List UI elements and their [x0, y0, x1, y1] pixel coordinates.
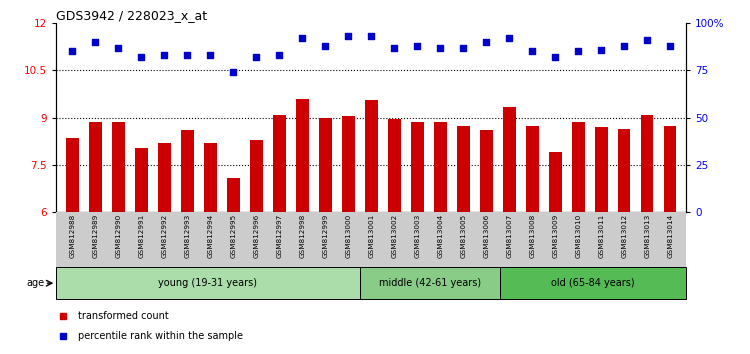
Bar — [181, 130, 194, 212]
Bar — [296, 99, 308, 212]
Bar — [250, 140, 262, 212]
Text: GDS3942 / 228023_x_at: GDS3942 / 228023_x_at — [56, 9, 207, 22]
Point — [342, 33, 354, 39]
Text: GSM813003: GSM813003 — [414, 214, 420, 258]
Bar — [480, 130, 493, 212]
Text: GSM812990: GSM812990 — [116, 214, 122, 258]
Point — [596, 47, 608, 52]
Text: GSM813002: GSM813002 — [392, 214, 398, 258]
Text: GSM812996: GSM812996 — [254, 214, 260, 258]
Bar — [135, 148, 148, 212]
Bar — [319, 118, 332, 212]
Point — [641, 37, 653, 43]
Bar — [595, 127, 608, 212]
Text: GSM812989: GSM812989 — [92, 214, 98, 258]
Bar — [572, 122, 584, 212]
Text: GSM812994: GSM812994 — [207, 214, 213, 258]
Text: GSM813004: GSM813004 — [437, 214, 443, 258]
Text: GSM813000: GSM813000 — [345, 214, 351, 258]
Text: GSM813008: GSM813008 — [530, 214, 536, 258]
Text: GSM813001: GSM813001 — [368, 214, 374, 258]
Text: GSM813006: GSM813006 — [483, 214, 489, 258]
Bar — [457, 126, 470, 212]
Point — [112, 45, 125, 51]
Bar — [89, 122, 102, 212]
Text: GSM813007: GSM813007 — [506, 214, 512, 258]
Point — [89, 39, 101, 45]
Point — [388, 45, 400, 51]
Point — [296, 35, 308, 41]
Point — [320, 43, 332, 48]
Text: young (19-31 years): young (19-31 years) — [158, 278, 257, 288]
Text: percentile rank within the sample: percentile rank within the sample — [78, 331, 243, 341]
Point — [251, 54, 262, 60]
Bar — [388, 119, 400, 212]
Text: GSM812988: GSM812988 — [69, 214, 75, 258]
Bar — [434, 122, 446, 212]
Bar — [365, 100, 377, 212]
Text: middle (42-61 years): middle (42-61 years) — [379, 278, 481, 288]
Point — [434, 45, 446, 51]
Point — [458, 45, 470, 51]
Text: GSM812992: GSM812992 — [161, 214, 167, 258]
Bar — [359, 267, 500, 299]
Bar — [618, 129, 631, 212]
Point — [135, 54, 147, 60]
Bar — [112, 122, 125, 212]
Text: GSM813014: GSM813014 — [668, 214, 674, 258]
Bar — [664, 126, 676, 212]
Text: GSM813012: GSM813012 — [621, 214, 627, 258]
Text: GSM813009: GSM813009 — [552, 214, 558, 258]
Point — [411, 43, 423, 48]
Bar — [342, 116, 355, 212]
Text: GSM812993: GSM812993 — [184, 214, 190, 258]
Text: GSM812997: GSM812997 — [276, 214, 282, 258]
Text: GSM813011: GSM813011 — [598, 214, 604, 258]
Bar — [66, 138, 79, 212]
Point — [204, 52, 216, 58]
Text: age: age — [26, 278, 44, 288]
Text: GSM812995: GSM812995 — [230, 214, 236, 258]
Text: GSM812999: GSM812999 — [322, 214, 328, 258]
Text: GSM813010: GSM813010 — [575, 214, 581, 258]
Text: transformed count: transformed count — [78, 311, 169, 321]
Point — [227, 69, 239, 75]
Bar — [227, 178, 239, 212]
Bar — [549, 153, 562, 212]
Point — [273, 52, 285, 58]
Point — [480, 39, 492, 45]
Point — [526, 48, 538, 54]
Bar — [500, 267, 686, 299]
Bar — [526, 126, 538, 212]
Bar — [158, 143, 171, 212]
Point — [503, 35, 515, 41]
Bar — [640, 115, 653, 212]
Text: GSM812991: GSM812991 — [138, 214, 144, 258]
Point — [664, 43, 676, 48]
Text: GSM812998: GSM812998 — [299, 214, 305, 258]
Point — [365, 33, 377, 39]
Bar — [204, 143, 217, 212]
Bar — [273, 115, 286, 212]
Point — [549, 54, 561, 60]
Point — [66, 48, 78, 54]
Point — [572, 48, 584, 54]
Text: GSM813013: GSM813013 — [644, 214, 650, 258]
Point — [158, 52, 170, 58]
Text: GSM813005: GSM813005 — [460, 214, 466, 258]
Text: old (65-84 years): old (65-84 years) — [551, 278, 634, 288]
Point — [618, 43, 630, 48]
Bar — [503, 107, 515, 212]
Point — [182, 52, 194, 58]
Bar — [56, 267, 359, 299]
Bar — [411, 122, 424, 212]
